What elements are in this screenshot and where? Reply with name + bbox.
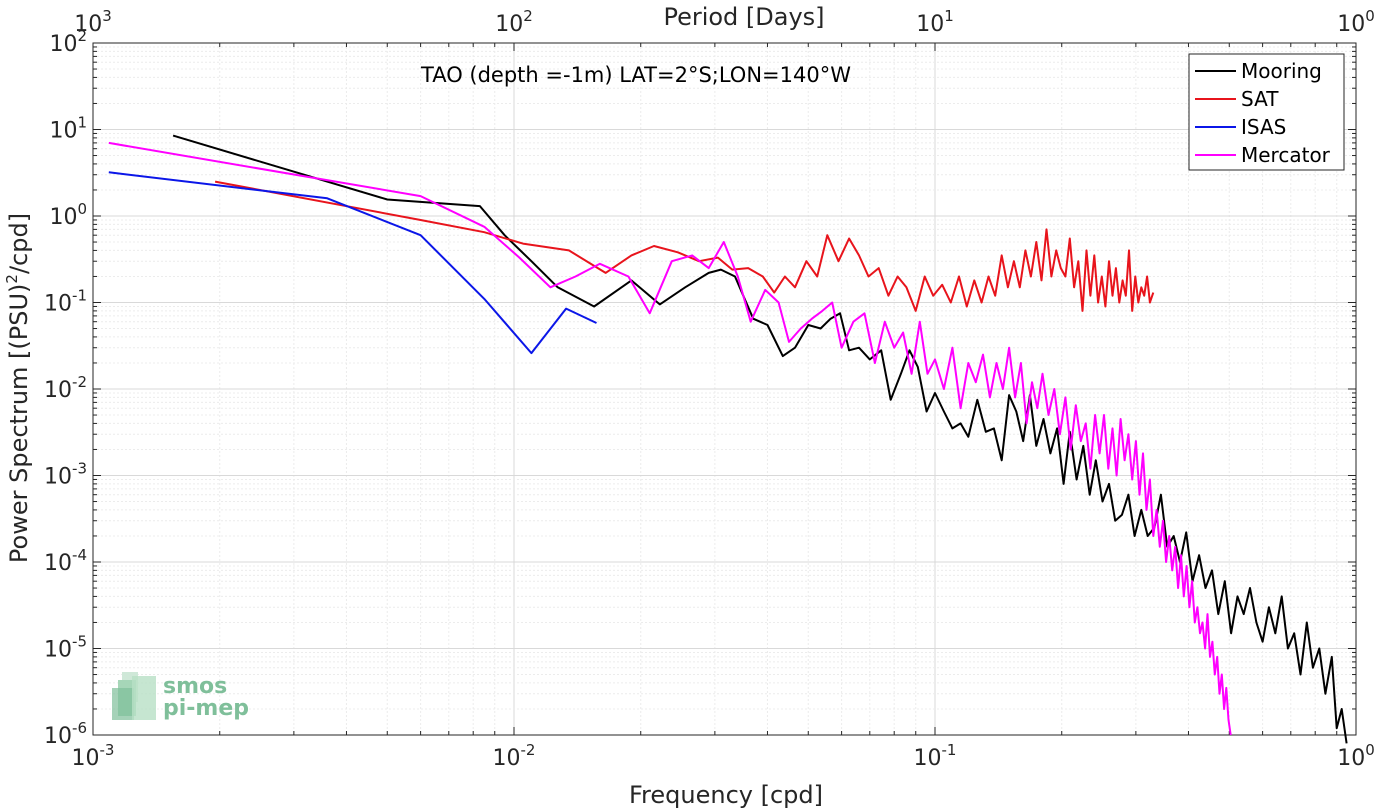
x-tick-label: 10-1 bbox=[914, 741, 957, 771]
chart-title: TAO (depth =-1m) LAT=2°S;LON=140°W bbox=[420, 63, 851, 87]
y-tick-label: 10-5 bbox=[44, 633, 87, 663]
y-label-tail: /cpd] bbox=[5, 213, 33, 274]
x-tick-label: 10-2 bbox=[493, 741, 536, 771]
y-label-main: Power Spectrum [(PSU) bbox=[5, 284, 33, 563]
y-tick-label: 100 bbox=[49, 200, 87, 230]
series-line-sat bbox=[214, 180, 1155, 312]
smos-pi-mep-logo: smos pi-mep bbox=[112, 672, 249, 721]
top-tick-label: 100 bbox=[1337, 7, 1375, 37]
y-tick-label: 10-3 bbox=[44, 460, 87, 490]
y-tick-label: 101 bbox=[49, 114, 87, 144]
x-tick-label: 100 bbox=[1337, 741, 1375, 771]
x-tick-label: 10-3 bbox=[72, 741, 115, 771]
y-tick-label: 10-6 bbox=[44, 719, 87, 749]
grid bbox=[92, 43, 1356, 736]
x-axis-label: Frequency [cpd] bbox=[629, 781, 823, 809]
y-tick-label: 10-2 bbox=[44, 373, 87, 403]
y-label-sup: 2 bbox=[3, 274, 21, 284]
top-tick-label: 103 bbox=[74, 7, 112, 37]
logo-stack-4 bbox=[132, 676, 156, 720]
legend-label-mooring: Mooring bbox=[1241, 59, 1322, 83]
y-tick-label: 102 bbox=[49, 27, 87, 57]
logo-stack-3 bbox=[112, 688, 134, 720]
legend: Mooring SAT ISAS Mercator bbox=[1188, 53, 1345, 171]
legend-label-sat: SAT bbox=[1241, 87, 1279, 111]
logo-text-pi-mep: pi-mep bbox=[163, 696, 249, 721]
legend-label-isas: ISAS bbox=[1241, 115, 1286, 139]
series-line-mercator bbox=[108, 141, 1232, 736]
logo-text-smos: smos bbox=[163, 674, 227, 699]
legend-box bbox=[1188, 53, 1345, 171]
series-lines bbox=[108, 134, 1348, 744]
y-tick-label: 10-4 bbox=[44, 546, 87, 576]
series-line-mooring bbox=[172, 134, 1348, 744]
top-axis-label: Period [Days] bbox=[663, 3, 824, 31]
top-tick-label: 101 bbox=[916, 7, 954, 37]
y-axis-label: Power Spectrum [(PSU)2/cpd] bbox=[3, 213, 33, 563]
series-line-isas bbox=[108, 171, 597, 355]
legend-label-mercator: Mercator bbox=[1241, 143, 1331, 167]
top-tick-label: 102 bbox=[495, 7, 533, 37]
y-tick-label: 10-1 bbox=[44, 287, 87, 317]
